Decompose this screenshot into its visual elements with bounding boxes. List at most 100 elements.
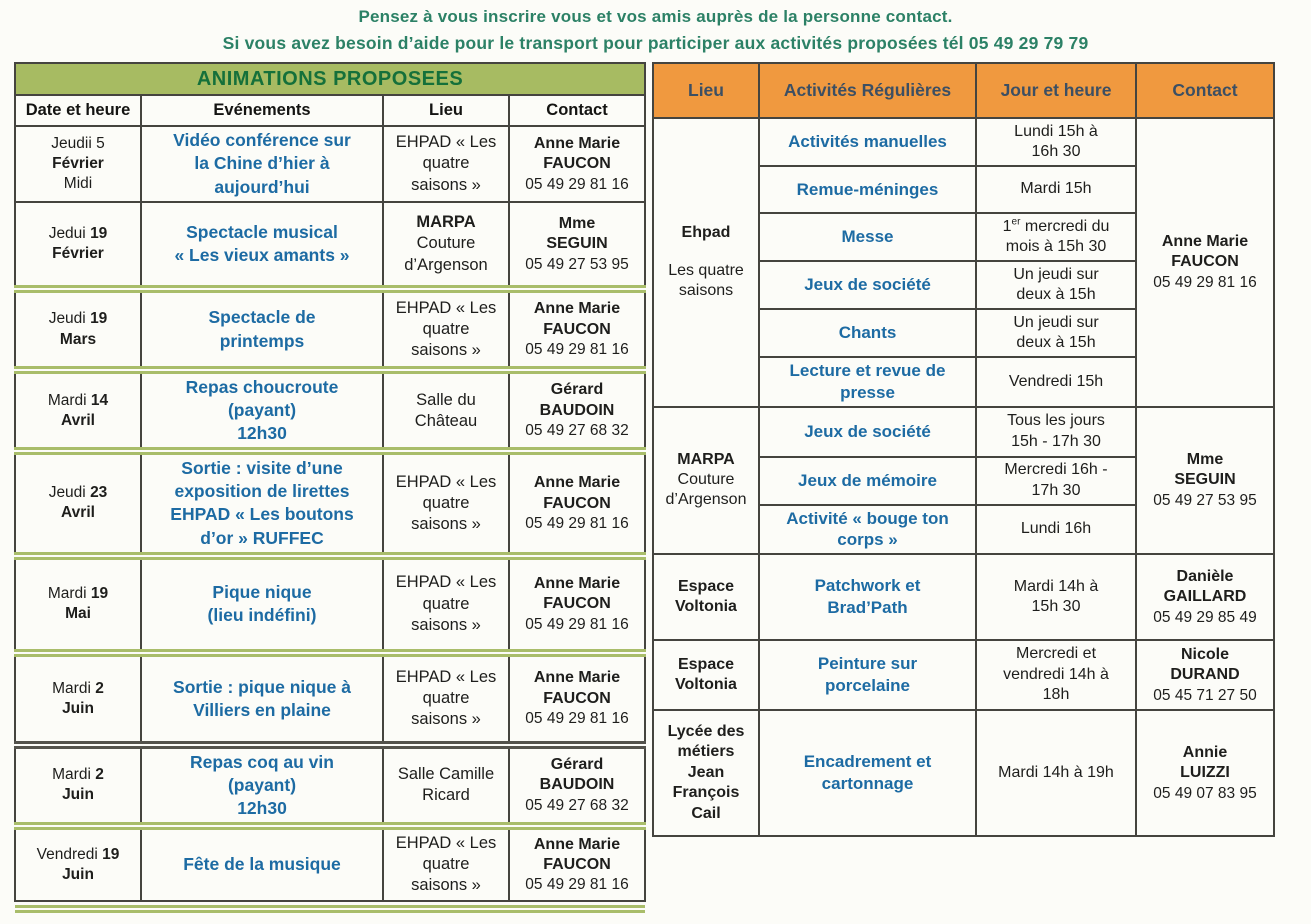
date-number: 19 [90, 310, 108, 328]
contact-cell: Annie LUIZZI 05 49 07 83 95 [1135, 709, 1275, 837]
lieu-cell: MARPA Couture d’Argenson [652, 405, 760, 555]
lieu-text: EHPAD « Les quatre saisons » [395, 298, 497, 360]
col-header-contact: Contact [507, 94, 647, 127]
group-separator-rule [15, 821, 646, 830]
contact-phone: 05 49 29 81 16 [525, 710, 629, 728]
lieu-text: EHPAD « Les quatre saisons » [395, 834, 497, 895]
lieu-cell: Salle Camille Ricard [382, 746, 510, 825]
day-time-cell: Vendredi 15h [975, 356, 1137, 408]
regular-activities-body: Ehpad Les quatre saisons Activités manuelle… [652, 117, 1275, 837]
animation-row: Mardi 14 Avril Repas choucroute (payant) 12h… [14, 371, 647, 450]
contact-cell: Mme SEGUIN 05 49 27 53 95 [1135, 405, 1275, 555]
lieu-cell: MARPA Couture d’Argenson [382, 201, 510, 288]
date-cell: Mardi 2 Juin [14, 746, 142, 825]
contact-name: Mme SEGUIN [546, 214, 608, 253]
day-time-cell: 1er mercredi du mois à 15h 30 [975, 212, 1137, 262]
lieu-name-bold: MARPA [416, 213, 476, 232]
animation-row: Mardi 2 Juin Repas coq au vin (payant) 12h30… [14, 746, 647, 825]
table-bottom-rule [15, 899, 646, 913]
contact-name: Anne Marie FAUCON [533, 134, 621, 173]
date-day: Mardi 2 [52, 679, 104, 697]
group-separator [15, 551, 646, 560]
contact-name: Anne Marie FAUCON [533, 669, 621, 707]
contact-cell: Anne Marie FAUCON 05 49 29 81 16 [507, 290, 647, 369]
contact-phone: 05 49 29 81 16 [525, 515, 629, 533]
date-cell: Mardi 19 Mai [14, 557, 142, 652]
contact-cell: Danièle GAILLARD 05 49 29 85 49 [1135, 553, 1275, 641]
contact-phone: 05 49 29 81 16 [525, 615, 629, 633]
group-separator [15, 648, 646, 657]
animation-row: Jeudi 23 Avril Sortie : visite d’une exposi… [14, 452, 647, 555]
group-separator-rule [15, 740, 646, 749]
date-cell: Jeudi 23 Avril [14, 452, 142, 555]
day-time-cell: Un jeudi sur deux à 15h [975, 308, 1137, 358]
animations-table: ANIMATIONS PROPOSEES Date et heure Evéne… [13, 62, 647, 913]
lieu-text: Salle du Château [414, 390, 478, 430]
day-time-cell: Mercredi et vendredi 14h à 18h [975, 639, 1137, 711]
contact-cell: Anne Marie FAUCON 05 49 29 81 16 [507, 125, 647, 203]
lieu-text: EHPAD « Les quatre saisons » [395, 667, 497, 729]
date-cell: Jeudii 5 Février Midi [14, 125, 142, 203]
date-number: 2 [95, 679, 104, 697]
activity-cell: Chants [758, 308, 977, 358]
contact-phone: 05 45 71 27 50 [1153, 686, 1257, 704]
day-time-cell: Tous les jours 15h - 17h 30 [975, 405, 1137, 458]
group-separator-rule [15, 551, 646, 560]
contact-cell: Anne Marie FAUCON 05 49 29 81 16 [507, 654, 647, 744]
activity-cell: Patchwork et Brad’Path [758, 553, 977, 641]
lieu-cell: EHPAD « Les quatre saisons » [382, 290, 510, 369]
activity-row: Chants Un jeudi sur deux à 15h [653, 308, 1274, 358]
date-number: 19 [102, 845, 120, 863]
date-cell: Mardi 14 Avril [14, 371, 142, 450]
contact-phone: 05 49 29 81 16 [1153, 273, 1257, 291]
group-separator [15, 447, 646, 456]
contact-phone: 05 49 27 68 32 [525, 796, 629, 814]
contact-name: Gérard BAUDOIN [539, 381, 615, 419]
lieu-name-bold: Ehpad [681, 224, 731, 242]
event-cell: Repas choucroute (payant) 12h30 [140, 371, 384, 450]
contact-cell: Anne Marie FAUCON 05 49 29 81 16 [507, 557, 647, 652]
lieu-cell: EHPAD « Les quatre saisons » [382, 827, 510, 902]
contact-cell: Gérard BAUDOIN 05 49 27 68 32 [507, 371, 647, 450]
contact-name: Gérard BAUDOIN [539, 755, 615, 794]
contact-name: Anne Marie FAUCON [1161, 232, 1249, 271]
day-time-cell: Un jeudi sur deux à 15h [975, 260, 1137, 310]
contact-name: Mme SEGUIN [1174, 450, 1236, 489]
date-day: Jedui 19 [48, 224, 108, 242]
date-month: Avril [61, 504, 95, 522]
lieu-cell: Ehpad Les quatre saisons [652, 117, 760, 408]
animation-row: Vendredi 19 Juin Fête de la musique EHPAD «… [14, 827, 647, 902]
date-month: Mai [65, 605, 91, 623]
activity-row: Lycée des métiers Jean François Cail Encadrem… [652, 709, 1275, 837]
lieu-cell: Espace Voltonia [652, 553, 760, 641]
animation-row: Mardi 2 Juin Sortie : pique nique à Villier… [14, 654, 647, 744]
col-header-lieu: Lieu [382, 94, 510, 127]
date-note: Midi [63, 175, 93, 193]
activity-row: Lecture et revue de presse Vendredi 15h [653, 356, 1274, 408]
contact-cell: Anne Marie FAUCON 05 49 29 81 16 [507, 827, 647, 902]
contact-phone: 05 49 07 83 95 [1153, 784, 1257, 802]
lieu-name-bold: MARPA [677, 450, 735, 468]
date-cell: Jeudi 19 Mars [14, 290, 142, 369]
event-cell: Spectacle musical « Les vieux amants » [140, 201, 384, 288]
date-day: Jeudi 23 [48, 484, 108, 502]
lieu-cell: Lycée des métiers Jean François Cail [652, 709, 760, 837]
animations-title-row: ANIMATIONS PROPOSEES [13, 62, 647, 96]
event-cell: Vidéo conférence sur la Chine d’hier à auj… [140, 125, 384, 203]
contact-name: Annie LUIZZI [1180, 743, 1230, 782]
activity-cell: Encadrement et cartonnage [758, 709, 977, 837]
event-cell: Fête de la musique [140, 827, 384, 902]
contact-cell: Gérard BAUDOIN 05 49 27 68 32 [507, 746, 647, 825]
contact-name: Danièle GAILLARD [1163, 567, 1247, 606]
lieu-cell: EHPAD « Les quatre saisons » [382, 125, 510, 203]
event-cell: Sortie : visite d’une exposition de liret… [140, 452, 384, 555]
lieu-text: EHPAD « Les quatre saisons » [395, 133, 497, 194]
date-month: Février [52, 245, 104, 262]
lieu-text: Couture d’Argenson [665, 471, 747, 509]
contact-name: Anne Marie FAUCON [533, 474, 621, 512]
date-month: Juin [62, 699, 94, 717]
date-day: Mardi 19 [47, 585, 109, 603]
date-number: 2 [95, 766, 104, 784]
contact-name: Nicole DURAND [1170, 645, 1240, 684]
animation-row: Jedui 19 Février Spectacle musical « Les vi… [14, 201, 647, 288]
